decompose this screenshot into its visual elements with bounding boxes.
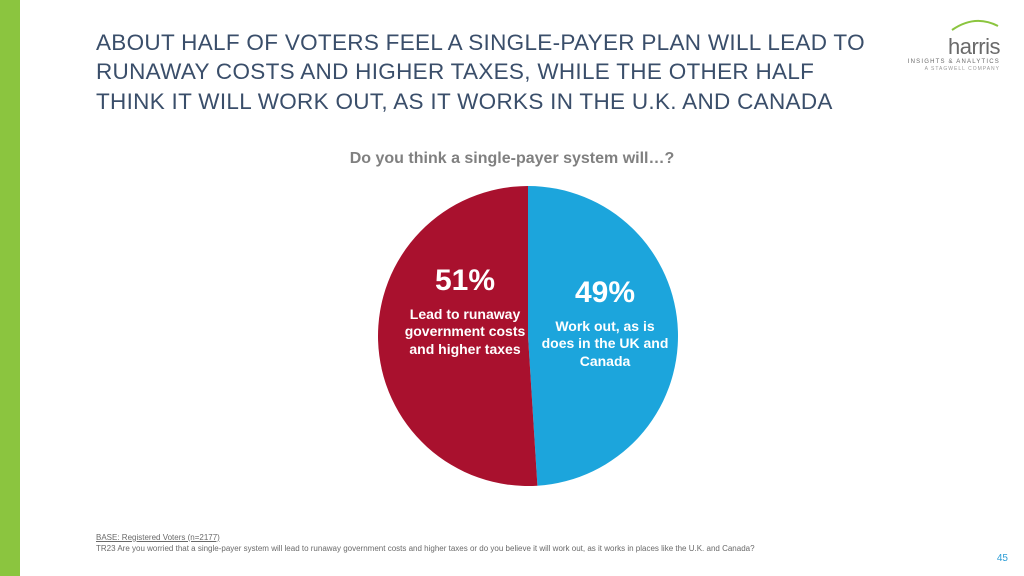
footer-base: BASE: Registered Voters (n=2177): [96, 533, 220, 542]
logo-subtitle2: A STAGWELL COMPANY: [908, 67, 1000, 72]
logo-subtitle: INSIGHTS & ANALYTICS: [908, 59, 1000, 65]
accent-bar: [0, 0, 20, 576]
footer: BASE: Registered Voters (n=2177) TR23 Ar…: [96, 532, 976, 554]
pie-chart: 49% Work out, as is does in the UK and C…: [378, 186, 678, 486]
slice-label-left: 51% Lead to runaway government costs and…: [400, 262, 530, 358]
slide: harris INSIGHTS & ANALYTICS A STAGWELL C…: [0, 0, 1024, 576]
footer-question: TR23 Are you worried that a single-payer…: [96, 544, 755, 553]
slice-pct: 51%: [400, 262, 530, 300]
slice-label-right: 49% Work out, as is does in the UK and C…: [540, 274, 670, 370]
page-title: ABOUT HALF OF VOTERS FEEL A SINGLE-PAYER…: [96, 28, 888, 116]
slice-desc: Lead to runaway government costs and hig…: [400, 306, 530, 359]
page-number: 45: [997, 553, 1008, 564]
brand-logo: harris INSIGHTS & ANALYTICS A STAGWELL C…: [908, 18, 1000, 72]
slice-desc: Work out, as is does in the UK and Canad…: [540, 318, 670, 371]
logo-arc-icon: [950, 18, 1000, 32]
slice-pct: 49%: [540, 274, 670, 312]
logo-name: harris: [908, 36, 1000, 58]
chart-subtitle: Do you think a single-payer system will……: [0, 150, 1024, 168]
